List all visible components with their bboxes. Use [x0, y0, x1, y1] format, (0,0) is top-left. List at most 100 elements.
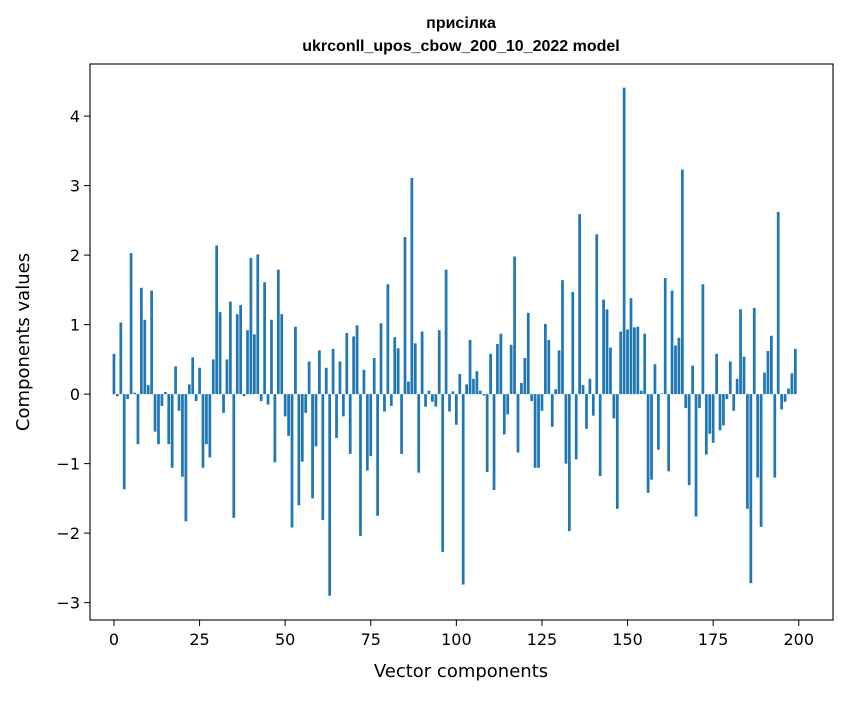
y-tick-label: 3	[70, 177, 80, 196]
bar-19	[177, 394, 181, 411]
bar-91	[424, 394, 427, 407]
bar-160	[660, 393, 664, 395]
bar-184	[742, 356, 746, 395]
bar-167	[684, 394, 688, 409]
bar-53	[294, 326, 297, 395]
bar-117	[513, 256, 516, 395]
bar-83	[396, 348, 400, 395]
bar-164	[674, 345, 677, 395]
bar-5	[129, 253, 133, 395]
bar-121	[526, 312, 530, 395]
bar-61	[321, 394, 325, 520]
bar-74	[365, 394, 369, 471]
bar-153	[636, 326, 640, 395]
bar-95	[437, 330, 441, 395]
bar-109	[485, 394, 489, 472]
bar-58	[311, 394, 314, 499]
bar-193	[773, 394, 777, 478]
bar-137	[581, 385, 585, 395]
bar-118	[516, 394, 520, 453]
bar-94	[434, 394, 438, 407]
bar-178	[722, 394, 725, 426]
bar-68	[345, 332, 349, 395]
bar-189	[759, 394, 763, 527]
bar-24	[194, 394, 198, 402]
bar-130	[557, 350, 561, 395]
bar-82	[393, 337, 397, 395]
bar-66	[338, 361, 342, 395]
bar-177	[718, 394, 722, 431]
bar-125	[540, 394, 544, 411]
bar-47	[273, 394, 277, 463]
bar-22	[187, 384, 191, 395]
bar-138	[585, 394, 588, 429]
bar-50	[283, 394, 287, 417]
bar-76	[372, 357, 376, 395]
bar-198	[790, 373, 794, 395]
bar-188	[756, 394, 760, 478]
bar-71	[355, 325, 359, 395]
bar-89	[417, 394, 421, 473]
bar-110	[489, 353, 492, 395]
bar-134	[571, 291, 575, 395]
bar-151	[629, 298, 633, 395]
bar-145	[609, 347, 612, 395]
bar-6	[133, 392, 136, 395]
x-tick-label: 50	[275, 630, 295, 649]
bar-194	[776, 212, 780, 395]
y-tick-label: 1	[70, 316, 80, 335]
bar-152	[633, 327, 636, 395]
bar-72	[359, 394, 362, 536]
bar-14	[160, 394, 164, 406]
bar-51	[287, 394, 290, 436]
bar-60	[318, 350, 321, 395]
bar-48	[276, 269, 280, 395]
bar-150	[626, 329, 629, 395]
bar-2	[119, 322, 123, 395]
bar-175	[711, 394, 715, 443]
bar-180	[728, 361, 732, 395]
bar-191	[766, 351, 770, 395]
bar-157	[650, 394, 653, 480]
bar-85	[403, 237, 407, 395]
bar-97	[444, 269, 448, 395]
bar-183	[739, 309, 742, 395]
bar-65	[335, 394, 338, 438]
bar-147	[615, 394, 619, 509]
bar-115	[506, 394, 510, 415]
bar-80	[386, 284, 390, 395]
bar-27	[205, 394, 208, 445]
bar-64	[331, 348, 335, 395]
x-tick-label: 0	[109, 630, 119, 649]
bar-55	[300, 394, 304, 462]
bar-23	[191, 357, 195, 395]
bar-43	[259, 394, 263, 402]
bar-111	[492, 394, 496, 491]
bar-129	[554, 389, 558, 395]
bar-100	[454, 394, 458, 425]
x-axis-label: Vector components	[374, 661, 548, 682]
bar-96	[441, 394, 445, 552]
bar-108	[482, 394, 486, 396]
bar-37	[239, 305, 243, 395]
bar-162	[667, 394, 671, 472]
chart-title-line-1: присілка	[426, 15, 496, 32]
bar-181	[732, 394, 736, 411]
bar-86	[407, 381, 410, 395]
bar-148	[619, 331, 623, 395]
bar-98	[448, 394, 451, 412]
bar-166	[680, 169, 684, 395]
bar-93	[431, 394, 434, 402]
bar-144	[605, 309, 609, 395]
bar-87	[410, 177, 414, 395]
bar-133	[567, 394, 571, 532]
bar-185	[746, 394, 749, 509]
bar-124	[537, 394, 540, 468]
bar-102	[461, 394, 465, 585]
bar-90	[420, 331, 424, 395]
bar-126	[544, 323, 547, 395]
bar-67	[342, 394, 345, 417]
bar-33	[225, 359, 229, 395]
bar-54	[297, 394, 301, 506]
